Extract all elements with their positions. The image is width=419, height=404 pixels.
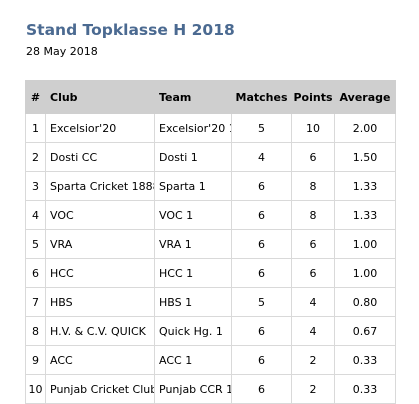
cell-points: 6 (291, 258, 335, 288)
cell-team: VRA 1 (154, 229, 232, 259)
cell-team: Dosti 1 (154, 142, 232, 172)
cell-points: 6 (291, 142, 335, 172)
table-body: 1 Excelsior'20 Excelsior'20 1 5 10 2.00 … (25, 113, 396, 404)
cell-club: VRA (45, 229, 155, 259)
header-average: Average (334, 80, 396, 114)
cell-matches: 6 (231, 345, 292, 375)
table-header-row: # Club Team Matches Points Average (25, 80, 396, 114)
cell-average: 0.80 (334, 287, 396, 317)
table-row: 10 Punjab Cricket Club Punjab CCR 1 6 2 … (25, 374, 396, 404)
header-club: Club (45, 80, 155, 114)
table-row: 4 VOC VOC 1 6 8 1.33 (25, 200, 396, 230)
cell-points: 2 (291, 374, 335, 404)
cell-matches: 5 (231, 113, 292, 143)
table-row: 9 ACC ACC 1 6 2 0.33 (25, 345, 396, 375)
cell-rank: 9 (25, 345, 46, 375)
cell-average: 0.67 (334, 316, 396, 346)
cell-team: Sparta 1 (154, 171, 232, 201)
cell-team: HBS 1 (154, 287, 232, 317)
cell-club: VOC (45, 200, 155, 230)
cell-points: 10 (291, 113, 335, 143)
cell-rank: 8 (25, 316, 46, 346)
cell-points: 4 (291, 287, 335, 317)
cell-team: HCC 1 (154, 258, 232, 288)
cell-average: 1.00 (334, 258, 396, 288)
header-matches: Matches (231, 80, 292, 114)
cell-rank: 3 (25, 171, 46, 201)
cell-points: 4 (291, 316, 335, 346)
table-row: 7 HBS HBS 1 5 4 0.80 (25, 287, 396, 317)
cell-rank: 5 (25, 229, 46, 259)
cell-matches: 6 (231, 200, 292, 230)
table-row: 6 HCC HCC 1 6 6 1.00 (25, 258, 396, 288)
standings-table: # Club Team Matches Points Average 1 Exc… (25, 80, 396, 404)
cell-rank: 2 (25, 142, 46, 172)
cell-average: 1.33 (334, 200, 396, 230)
cell-team: Quick Hg. 1 (154, 316, 232, 346)
table-row: 8 H.V. & C.V. QUICK Quick Hg. 1 6 4 0.67 (25, 316, 396, 346)
cell-team: ACC 1 (154, 345, 232, 375)
table-row: 2 Dosti CC Dosti 1 4 6 1.50 (25, 142, 396, 172)
header-rank: # (25, 80, 46, 114)
cell-matches: 5 (231, 287, 292, 317)
cell-matches: 4 (231, 142, 292, 172)
cell-points: 2 (291, 345, 335, 375)
cell-average: 1.00 (334, 229, 396, 259)
cell-club: ACC (45, 345, 155, 375)
standings-date: 28 May 2018 (26, 45, 98, 58)
table-row: 1 Excelsior'20 Excelsior'20 1 5 10 2.00 (25, 113, 396, 143)
cell-average: 1.50 (334, 142, 396, 172)
cell-matches: 6 (231, 316, 292, 346)
page-title: Stand Topklasse H 2018 (26, 21, 235, 39)
cell-team: Excelsior'20 1 (154, 113, 232, 143)
cell-rank: 1 (25, 113, 46, 143)
cell-average: 1.33 (334, 171, 396, 201)
table-row: 5 VRA VRA 1 6 6 1.00 (25, 229, 396, 259)
table-row: 3 Sparta Cricket 1888 Sparta 1 6 8 1.33 (25, 171, 396, 201)
cell-club: Dosti CC (45, 142, 155, 172)
cell-rank: 7 (25, 287, 46, 317)
cell-club: Sparta Cricket 1888 (45, 171, 155, 201)
cell-matches: 6 (231, 171, 292, 201)
cell-club: HBS (45, 287, 155, 317)
cell-average: 0.33 (334, 374, 396, 404)
cell-points: 8 (291, 171, 335, 201)
cell-matches: 6 (231, 258, 292, 288)
cell-rank: 10 (25, 374, 46, 404)
cell-club: H.V. & C.V. QUICK (45, 316, 155, 346)
cell-average: 0.33 (334, 345, 396, 375)
cell-club: Excelsior'20 (45, 113, 155, 143)
cell-points: 6 (291, 229, 335, 259)
cell-club: Punjab Cricket Club (45, 374, 155, 404)
cell-points: 8 (291, 200, 335, 230)
cell-club: HCC (45, 258, 155, 288)
cell-rank: 6 (25, 258, 46, 288)
header-points: Points (291, 80, 335, 114)
cell-matches: 6 (231, 374, 292, 404)
header-team: Team (154, 80, 232, 114)
cell-rank: 4 (25, 200, 46, 230)
cell-matches: 6 (231, 229, 292, 259)
cell-team: Punjab CCR 1 (154, 374, 232, 404)
cell-team: VOC 1 (154, 200, 232, 230)
cell-average: 2.00 (334, 113, 396, 143)
